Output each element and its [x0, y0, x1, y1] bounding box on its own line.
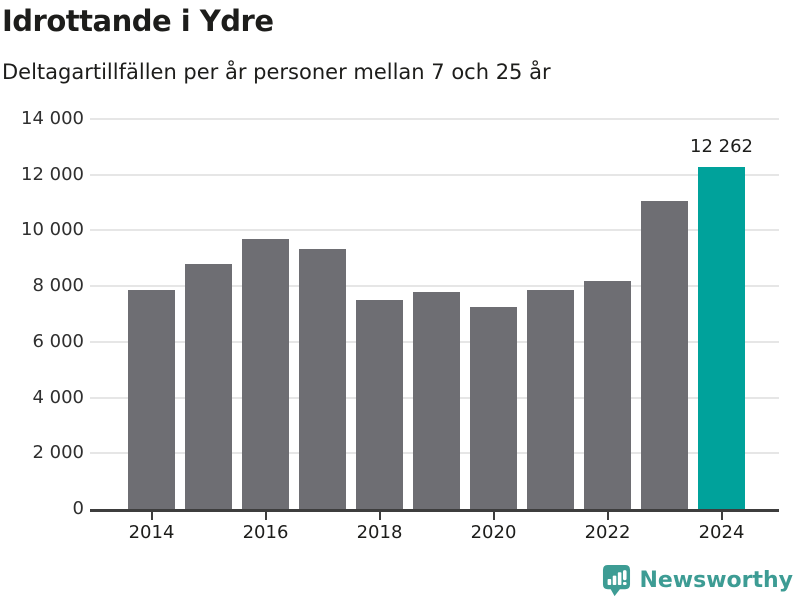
bar-2018 [356, 300, 403, 509]
y-axis-tick-label: 8 000 [32, 275, 84, 297]
y-axis-tick-label: 12 000 [21, 163, 84, 185]
x-axis-line [90, 509, 779, 512]
bar-2015 [185, 263, 232, 509]
x-axis-tick-label: 2020 [470, 522, 517, 543]
brand-footer: Newsworthy [602, 564, 793, 597]
bar-value-label: 12 262 [690, 136, 753, 158]
x-axis-tick-mark [150, 512, 153, 520]
x-axis-tick-label: 2024 [698, 522, 745, 543]
bar-2019 [413, 291, 460, 509]
gridline [90, 285, 779, 288]
x-axis-tick-label: 2014 [128, 522, 175, 543]
newsworthy-logo-icon [602, 564, 631, 597]
bar-2016 [242, 238, 289, 509]
bar-2017 [299, 248, 346, 509]
bar-2023 [641, 201, 688, 509]
y-axis-tick-label: 0 [72, 498, 84, 519]
y-axis-tick-label: 6 000 [32, 330, 84, 352]
brand-name: Newsworthy [639, 568, 793, 593]
bar-2024 [698, 167, 745, 509]
chart-subtitle: Deltagartillfällen per år personer mella… [2, 60, 551, 84]
x-axis-tick-label: 2016 [242, 522, 289, 543]
gridline [90, 229, 779, 232]
bar-2022 [584, 280, 631, 509]
gridline [90, 173, 779, 176]
x-axis-tick-mark [492, 512, 495, 520]
y-axis-tick-label: 2 000 [32, 442, 84, 464]
y-axis-tick-label: 10 000 [21, 219, 84, 241]
x-axis-tick-mark [264, 512, 267, 520]
bar-2014 [128, 290, 175, 509]
bar-2020 [470, 307, 517, 509]
y-axis-tick-label: 4 000 [32, 386, 84, 408]
page-title: Idrottande i Ydre [2, 4, 274, 38]
gridline [90, 118, 779, 120]
bar-2021 [527, 290, 574, 509]
y-axis-tick-label: 14 000 [21, 108, 84, 129]
x-axis-tick-label: 2018 [356, 522, 403, 543]
x-axis-tick-mark [378, 512, 381, 520]
x-axis-tick-mark [720, 512, 723, 520]
x-axis-tick-label: 2022 [584, 522, 631, 543]
x-axis-tick-mark [606, 512, 609, 520]
